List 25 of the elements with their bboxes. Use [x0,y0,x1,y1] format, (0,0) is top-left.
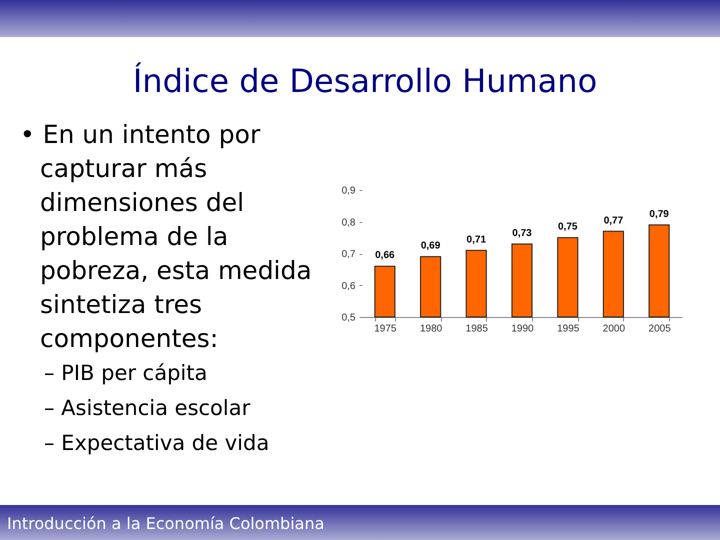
text: Introducción a la Economía Colombiana [7,514,324,533]
x-tick-label: 2000 [602,324,626,334]
text: – Asistencia escolar [44,395,252,422]
text: – Expectativa de vida [44,430,270,457]
data-label: 0,79 [649,208,670,220]
y-tick-label: 0,6 [342,280,356,292]
data-label: 0,77 [604,215,624,226]
data-label: 0,75 [558,222,578,233]
text: – PIB per cápita [44,360,208,387]
text: • En un intento por capturar más dimensiones del problema de la pobreza, esta medida sintetiza tres componentes: [20,119,313,355]
y-tick-label: 0,7 [342,249,356,260]
y-tick-label: 0,9 [342,186,356,196]
x-tick-label: 1995 [557,324,580,334]
chart-title: Índice de Desarrollo Humano [132,62,598,100]
x-tick-label: 1975 [374,324,397,334]
data-label: 0,66 [375,250,396,262]
data-label: 0,73 [512,228,532,239]
x-tick-label: 2005 [648,324,672,334]
y-tick-label: 0,8 [342,217,356,228]
data-label: 0,69 [420,240,441,252]
x-tick-label: 1980 [420,324,443,334]
x-tick-label: 1985 [466,324,488,334]
x-tick-label: 1990 [511,324,534,334]
y-tick-label: 0,5 [342,312,356,324]
data-label: 0,71 [466,234,486,246]
